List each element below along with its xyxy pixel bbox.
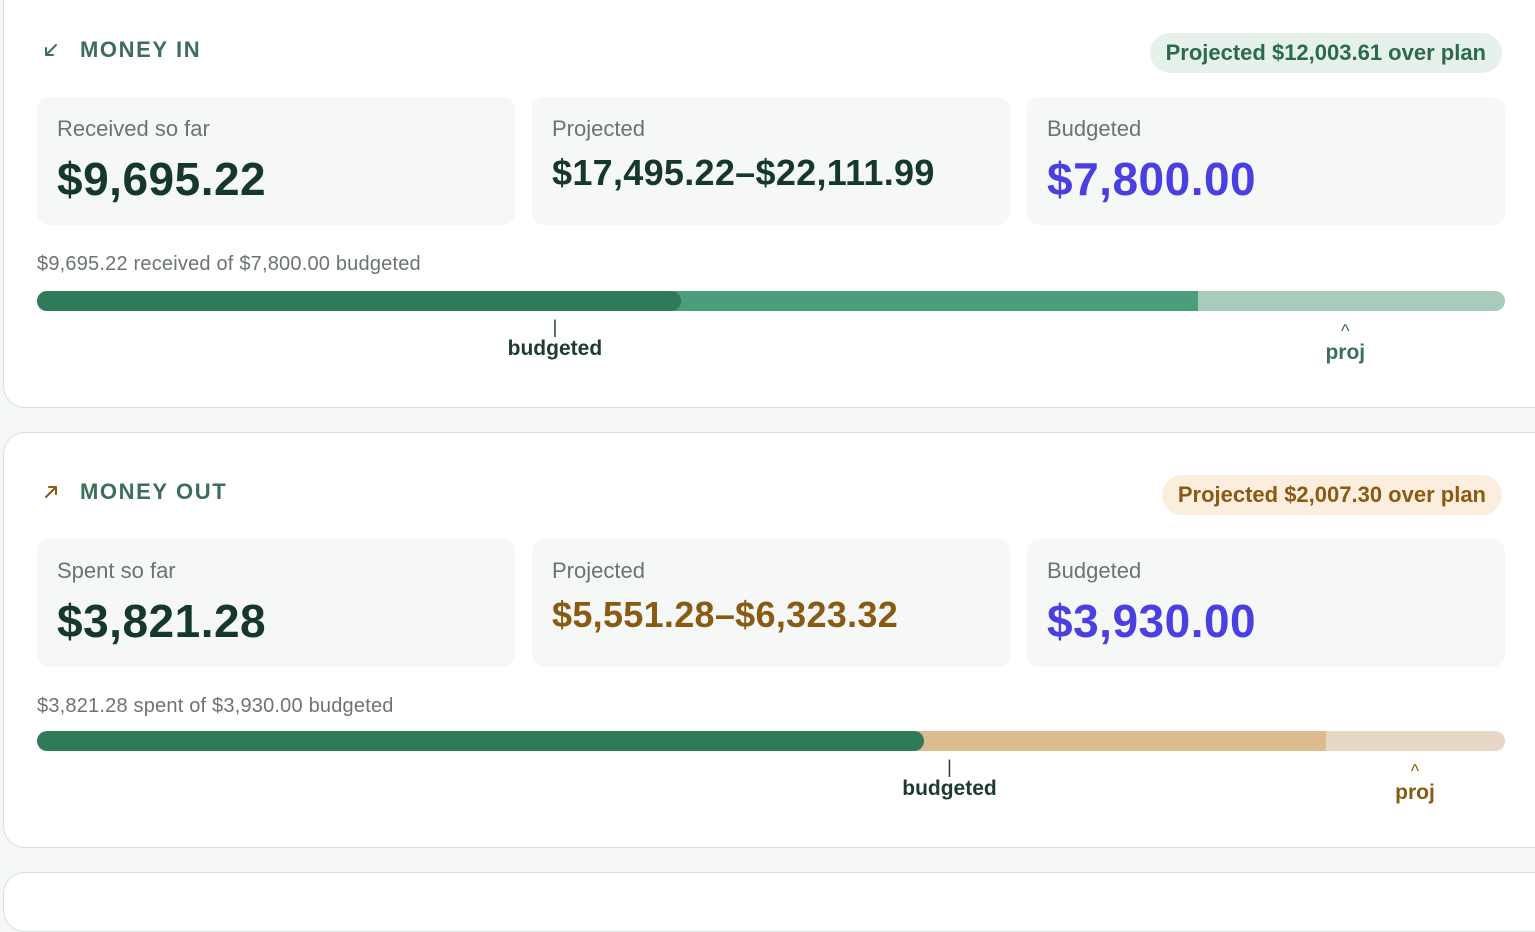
- money-in-projected-box: Projected $17,495.22–$22,111.99: [532, 97, 1010, 225]
- money-out-header: MONEY OUT: [40, 479, 227, 505]
- next-section-card: [3, 872, 1535, 932]
- money-out-projected-box: Projected $5,551.28–$6,323.32: [532, 539, 1010, 667]
- money-in-budget-marker: | budgeted: [475, 317, 635, 361]
- money-in-card: MONEY IN Projected $12,003.61 over plan …: [3, 0, 1535, 408]
- spent-label: Spent so far: [57, 558, 176, 583]
- received-value: $9,695.22: [57, 153, 267, 205]
- money-in-progress-caption: $9,695.22 received of $7,800.00 budgeted: [37, 253, 421, 275]
- money-in-title: MONEY IN: [80, 37, 202, 62]
- projected-label: Projected: [552, 558, 645, 583]
- budget-tick: |: [552, 317, 558, 337]
- spent-value: $3,821.28: [57, 595, 267, 647]
- budget-tick: |: [947, 757, 952, 777]
- budget-marker-label: budgeted: [507, 337, 603, 360]
- spent-so-far-box: Spent so far $3,821.28: [37, 539, 515, 667]
- money-out-progress-caption: $3,821.28 spent of $3,930.00 budgeted: [37, 695, 394, 717]
- money-out-progress-bar: [37, 731, 1505, 751]
- money-in-proj-marker: ^ proj: [1265, 321, 1425, 365]
- money-out-actual-segment: [37, 731, 924, 751]
- received-label: Received so far: [57, 116, 210, 141]
- budgeted-value: $3,930.00: [1047, 595, 1257, 647]
- money-out-proj-marker: ^ proj: [1335, 761, 1495, 805]
- budgeted-label: Budgeted: [1047, 558, 1142, 583]
- arrow-up-right-icon: [40, 481, 62, 503]
- caret-up-icon: ^: [1341, 321, 1350, 341]
- money-out-card: MONEY OUT Projected $2,007.30 over plan …: [3, 432, 1535, 848]
- proj-marker-label: proj: [1395, 781, 1435, 804]
- money-out-budget-marker: | budgeted: [870, 757, 1030, 801]
- received-so-far-box: Received so far $9,695.22: [37, 97, 515, 225]
- money-out-status-badge: Projected $2,007.30 over plan: [1161, 475, 1502, 515]
- projected-label: Projected: [552, 116, 645, 141]
- projected-value: $17,495.22–$22,111.99: [552, 152, 935, 193]
- arrow-down-left-icon: [40, 39, 62, 61]
- money-out-title: MONEY OUT: [80, 479, 228, 504]
- money-out-budgeted-box: Budgeted $3,930.00: [1027, 539, 1505, 667]
- proj-marker-label: proj: [1325, 341, 1366, 364]
- caret-up-icon: ^: [1410, 761, 1420, 781]
- money-in-header: MONEY IN: [40, 37, 201, 63]
- budget-marker-label: budgeted: [902, 777, 997, 800]
- budgeted-value: $7,800.00: [1047, 153, 1257, 205]
- money-in-status-badge: Projected $12,003.61 over plan: [1149, 33, 1502, 73]
- budgeted-label: Budgeted: [1047, 116, 1142, 141]
- money-in-budgeted-box: Budgeted $7,800.00: [1027, 97, 1505, 225]
- projected-value: $5,551.28–$6,323.32: [552, 594, 899, 635]
- money-in-actual-segment: [37, 291, 681, 311]
- money-in-progress-bar: [37, 291, 1505, 311]
